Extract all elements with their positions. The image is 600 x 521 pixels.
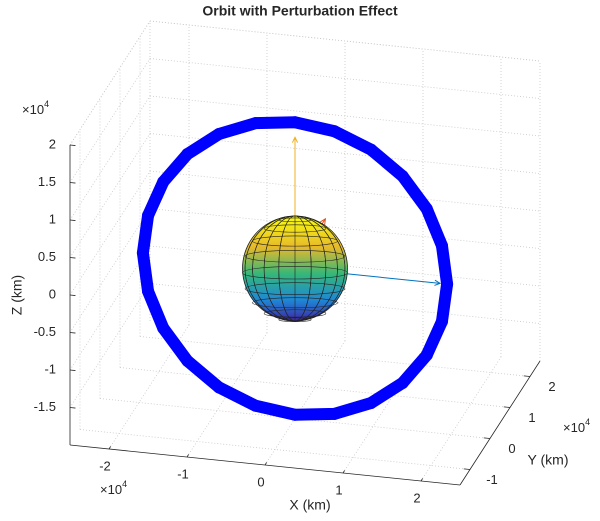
latitude <box>278 317 312 322</box>
meridian <box>244 215 346 322</box>
orbit-point <box>328 407 341 420</box>
y-axis-label: Y (km) <box>528 452 569 468</box>
arrow-head <box>320 217 327 225</box>
z-tick-label: -0.5 <box>34 324 56 339</box>
latitude <box>244 282 346 296</box>
orbit-point <box>328 125 341 138</box>
grid-line <box>69 95 151 221</box>
orbit-point <box>420 202 433 215</box>
x-axis-label: X (km) <box>289 497 330 513</box>
arrow-head <box>434 279 442 286</box>
orbit-point <box>289 116 301 129</box>
z-tick-label: -1 <box>44 361 56 376</box>
y-tick-label: 2 <box>548 379 555 394</box>
y-tick <box>463 468 471 470</box>
z-tick <box>69 257 76 259</box>
y-tick-label: -1 <box>486 472 498 487</box>
y-axis <box>459 360 541 486</box>
grid-line <box>420 356 502 482</box>
z-multiplier: ×104 <box>22 99 49 117</box>
orbit-point <box>142 209 155 222</box>
z-tick <box>69 182 76 184</box>
x-tick-label: 0 <box>257 474 264 489</box>
grid-line <box>69 58 151 183</box>
grid-line <box>264 340 346 466</box>
z-tick-label: 1 <box>49 211 56 226</box>
x-tick <box>420 478 423 482</box>
grid-line <box>69 133 151 258</box>
z-tick-label: -1.5 <box>34 399 56 414</box>
z-tick <box>69 294 76 296</box>
orbit-point <box>157 175 170 188</box>
orbit-point <box>441 278 454 291</box>
orbit-point <box>249 117 262 130</box>
x-tick <box>186 454 189 458</box>
y-tick-label: 1 <box>528 410 535 425</box>
y-tick <box>523 375 531 377</box>
orbit-point <box>136 246 149 259</box>
latitude <box>263 309 327 318</box>
orbit-point <box>142 285 155 298</box>
orbit-point <box>435 239 448 252</box>
z-tick <box>69 332 76 334</box>
x-tick-label: 1 <box>335 482 342 497</box>
grid-line <box>186 332 268 458</box>
z-tick <box>69 369 76 371</box>
grid-line <box>69 283 151 408</box>
latitude <box>242 266 348 280</box>
orbit-point <box>435 315 448 328</box>
z-tick-label: 0 <box>49 286 56 301</box>
orbit-point <box>396 376 409 389</box>
y-tick <box>483 437 491 439</box>
orbit-point <box>212 381 225 394</box>
z-tick <box>69 407 76 409</box>
orbit-point <box>181 148 194 161</box>
grid-line <box>119 367 511 408</box>
grid-line <box>69 245 151 371</box>
x-tick-label: -1 <box>177 466 189 481</box>
orbit-point <box>365 143 378 156</box>
z-tick-label: 0.5 <box>38 249 56 264</box>
x-tick-label: 2 <box>413 490 420 505</box>
orbit-point <box>420 349 433 362</box>
grid-line <box>69 170 151 296</box>
grid-line <box>69 20 151 146</box>
z-axis-label: Z (km) <box>9 275 25 315</box>
latitude <box>263 224 327 233</box>
latitude <box>244 249 346 263</box>
x-tick <box>264 462 267 466</box>
orbit-point <box>157 322 170 335</box>
y-tick <box>503 406 511 408</box>
chart-title: Orbit with Perturbation Effect <box>202 3 398 19</box>
x-tick <box>342 470 345 474</box>
y-multiplier: ×104 <box>563 417 590 435</box>
grid-line <box>69 208 151 333</box>
z-tick-label: 2 <box>49 136 56 151</box>
orbit-point <box>249 399 262 412</box>
z-tick <box>69 219 76 221</box>
x-tick <box>108 446 111 450</box>
arrow-head <box>291 136 299 143</box>
orbit-point <box>289 408 301 421</box>
orbit-point <box>365 396 378 409</box>
latitude <box>252 297 338 309</box>
sphere-mesh <box>242 215 348 322</box>
grid-line <box>342 348 424 474</box>
x-tick-label: -2 <box>99 458 111 473</box>
y-tick-label: 0 <box>508 441 515 456</box>
z-tick-label: 1.5 <box>38 174 56 189</box>
grid-line <box>108 324 190 450</box>
x-multiplier: ×104 <box>100 479 127 497</box>
z-tick <box>69 144 76 146</box>
orbit-point <box>396 170 409 183</box>
orbit-point <box>212 128 225 141</box>
orbit-point <box>181 354 194 367</box>
